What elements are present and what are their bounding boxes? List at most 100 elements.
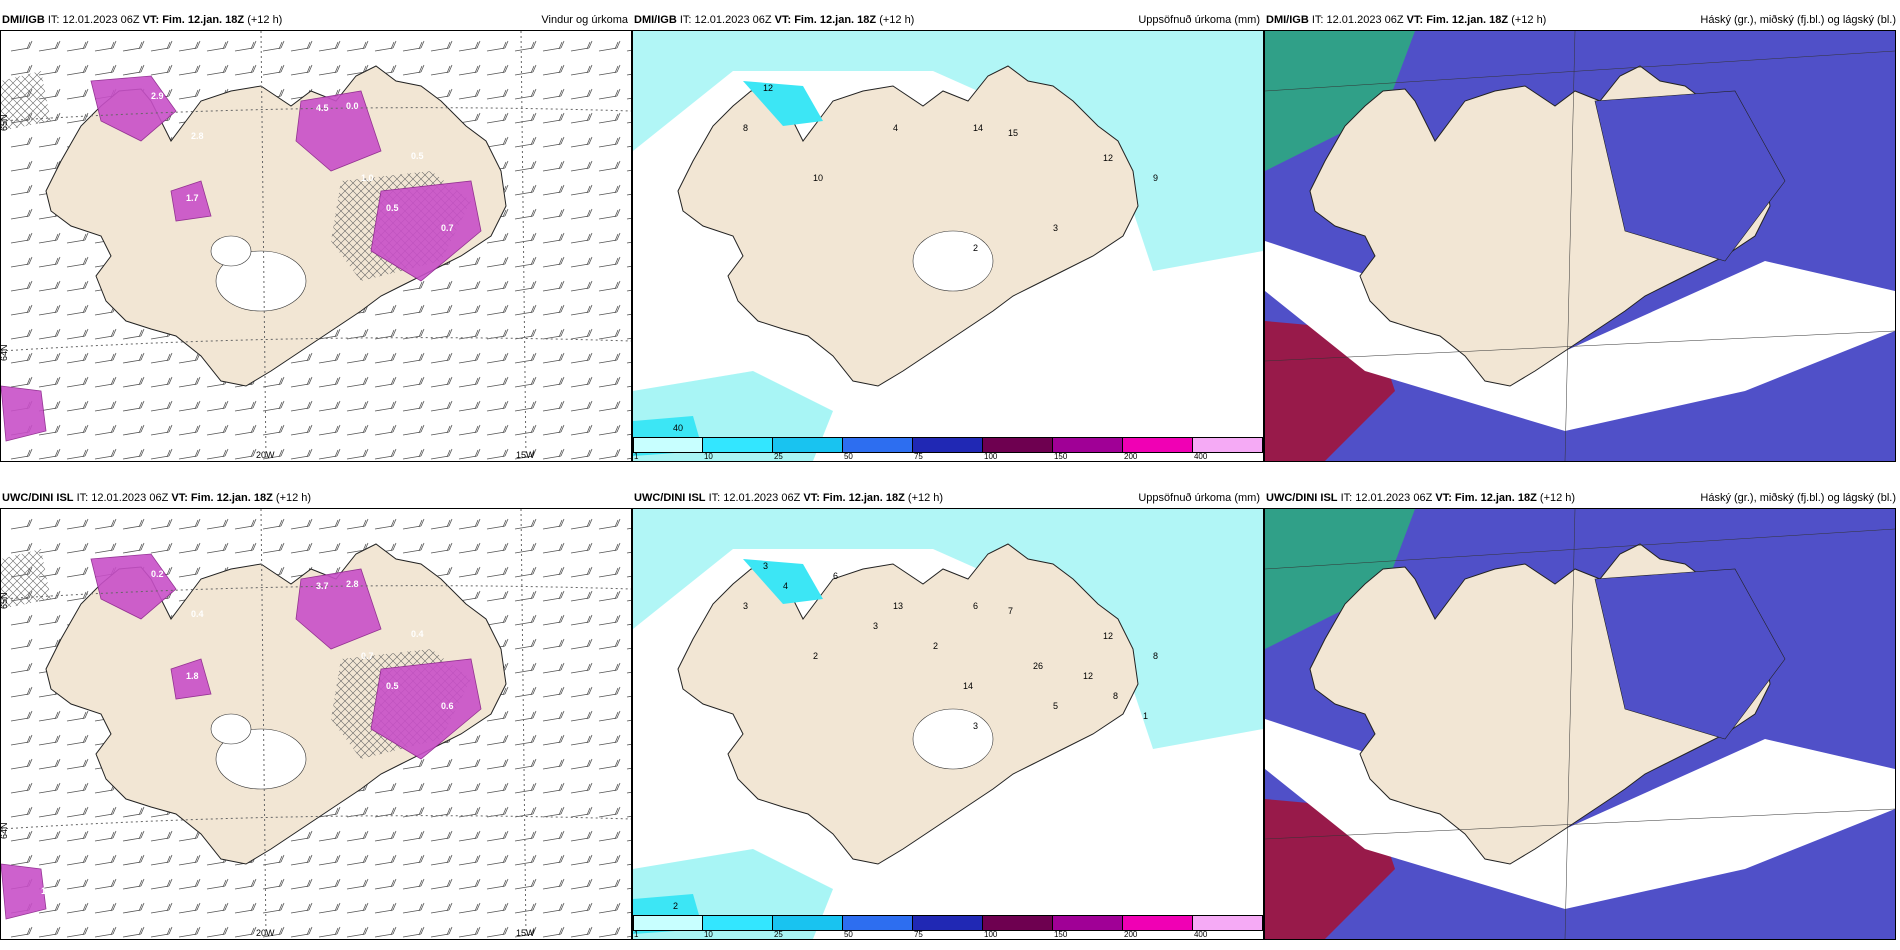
- mid-cloud-area: [1594, 568, 1786, 740]
- lead-time: (+12 h): [275, 492, 312, 504]
- colorbar-swatch: [633, 915, 703, 931]
- wind-barb: [430, 782, 453, 794]
- wind-barb: [150, 542, 173, 554]
- graticule-line: [1265, 509, 1895, 939]
- wind-barb: [458, 352, 481, 364]
- wind-barb: [486, 328, 509, 340]
- wind-barb: [430, 926, 453, 938]
- precip-value-label: 0.5: [411, 151, 424, 161]
- wind-barb: [598, 566, 621, 578]
- wind-barb: [458, 902, 481, 914]
- wind-barb: [626, 385, 631, 388]
- wind-barb: [514, 542, 537, 554]
- wind-barb: [486, 806, 509, 818]
- wind-barb: [262, 40, 285, 52]
- wind-barb: [66, 902, 89, 914]
- wind-barb: [206, 902, 229, 914]
- wind-barb: [542, 376, 565, 388]
- latitude-line: [1, 585, 631, 600]
- precip-value-label: 9: [1153, 173, 1158, 183]
- precip-value-label: 3: [763, 561, 768, 571]
- wind-barb: [626, 599, 631, 602]
- wind-barb: [178, 400, 201, 412]
- wind-barb: [290, 902, 313, 914]
- colorbar-frame: [633, 437, 1263, 453]
- wind-barb: [66, 782, 89, 794]
- colorbar-swatch: [702, 437, 773, 453]
- wind-barb: [402, 376, 425, 388]
- wind-barb: [598, 160, 621, 172]
- wind-barb: [570, 830, 593, 842]
- wind-barb: [598, 542, 621, 554]
- wind-barb: [570, 590, 593, 602]
- wind-barb: [38, 352, 61, 364]
- wind-barb: [122, 542, 145, 554]
- wind-barb: [122, 878, 145, 890]
- wind-barb: [570, 184, 593, 196]
- wind-barb: [458, 518, 481, 530]
- wind-barb: [542, 590, 565, 602]
- wind-barb: [66, 376, 89, 388]
- wind-barb: [514, 256, 537, 268]
- wind-barb: [178, 926, 201, 938]
- latitude-label: 65N: [1, 592, 9, 609]
- wind-barb: [626, 241, 631, 244]
- wind-barb: [38, 40, 61, 52]
- colorbar-tick-label: 10: [703, 930, 713, 939]
- wind-barb: [94, 376, 117, 388]
- wind-barb: [626, 767, 631, 770]
- wind-barb: [514, 304, 537, 316]
- precip-value-label: 0.8: [471, 271, 484, 281]
- precip-value-label: 12: [1103, 631, 1113, 641]
- wind-barb: [542, 304, 565, 316]
- wind-barb: [598, 256, 621, 268]
- wind-barb: [346, 854, 369, 866]
- panel-title: Uppsöfnuð úrkoma (mm): [1138, 492, 1260, 504]
- precip-blob: [295, 90, 382, 172]
- map-wind-precip[interactable]: 65N 64N 20W 15W 0.2 0.4 1.8 3.7 2.8 0.4 0.6 0.7 0.5 0…: [0, 508, 632, 940]
- map-cloud-cover[interactable]: [1264, 30, 1896, 462]
- map-cloud-cover[interactable]: [1264, 508, 1896, 940]
- wind-barb: [570, 614, 593, 626]
- map-wind-precip[interactable]: 65N 64N 20W 15W 2.9 2.8 1.7 4.5 0.0 0.5 0.7 1.0 0.5 0…: [0, 30, 632, 462]
- wind-barb: [374, 448, 397, 460]
- wind-barb: [262, 854, 285, 866]
- wind-barb: [38, 518, 61, 530]
- wind-barb: [290, 400, 313, 412]
- wind-barb: [514, 590, 537, 602]
- wind-barb: [10, 542, 33, 554]
- wind-barb: [626, 169, 631, 172]
- colorbar-tick-label: 100: [984, 930, 998, 939]
- precip-value-label: 40: [673, 423, 683, 433]
- wind-barb: [514, 734, 537, 746]
- precip-blob: [370, 180, 482, 282]
- colorbar-swatch: [983, 915, 1053, 931]
- panel-title: Uppsöfnuð úrkoma (mm): [1138, 14, 1260, 26]
- wind-barb: [598, 734, 621, 746]
- precip-value-label: 26: [1033, 661, 1043, 671]
- wind-barb: [542, 734, 565, 746]
- valid-time: VT: Fim. 12.jan. 18Z: [142, 14, 245, 26]
- wind-barb: [346, 352, 369, 364]
- wind-barb: [318, 424, 341, 436]
- wind-barb: [598, 40, 621, 52]
- wind-barb: [626, 719, 631, 722]
- wind-barb: [626, 551, 631, 554]
- wind-barb: [626, 911, 631, 914]
- colorbar-tick-label: 25: [773, 452, 783, 461]
- wind-barb: [626, 647, 631, 650]
- precip-blob: [1, 863, 47, 920]
- colorbar-swatch: [772, 915, 843, 931]
- wind-barb: [402, 448, 425, 460]
- wind-barb: [178, 878, 201, 890]
- valid-time: VT: Fim. 12.jan. 18Z: [1435, 492, 1537, 504]
- lead-time: (+12 h): [1539, 492, 1576, 504]
- wind-barb: [346, 376, 369, 388]
- map-accumulated-precip[interactable]: 33213671285327463214261281 1102550751001…: [632, 508, 1264, 940]
- wind-barb: [430, 878, 453, 890]
- wind-barb: [346, 926, 369, 938]
- wind-barb: [122, 902, 145, 914]
- wind-barb: [206, 448, 229, 460]
- map-accumulated-precip[interactable]: 12 8 10 4 14 15 12 9 3 2 40 1 1 10 25 50 75 100 150 200 400: [632, 30, 1264, 462]
- wind-barb: [402, 64, 425, 76]
